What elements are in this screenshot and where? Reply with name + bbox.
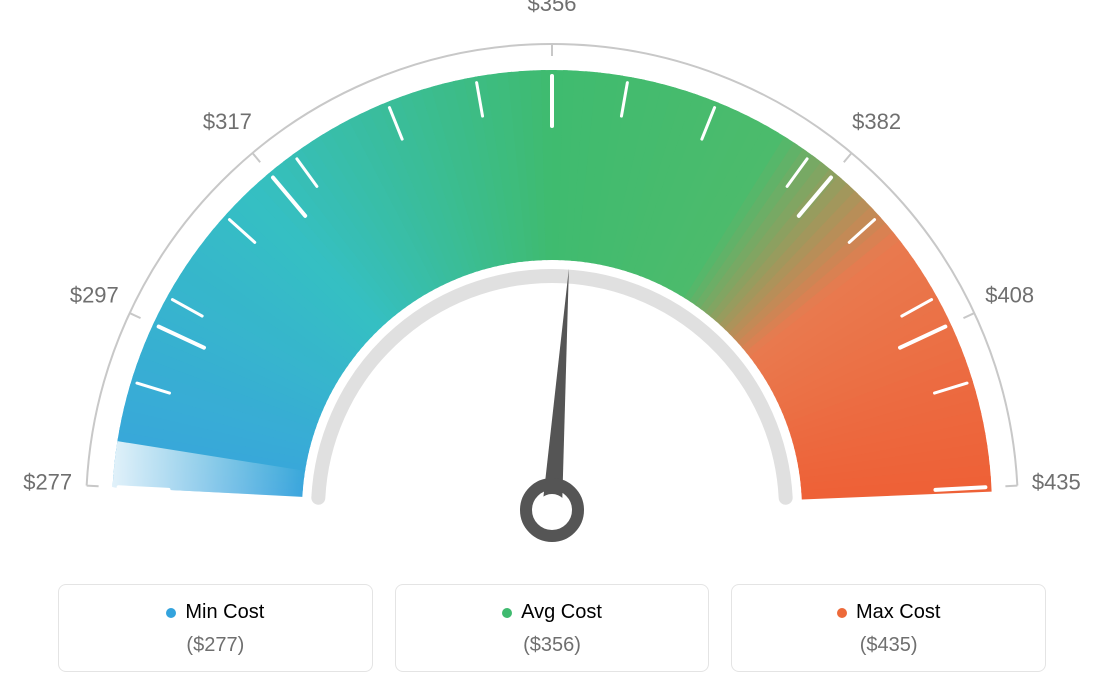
legend-title-avg: Avg Cost [502, 601, 602, 624]
gauge-svg: $277 $297 $317 $356 $382 $408 $435 [0, 0, 1104, 560]
tick-label: $435 [1032, 469, 1081, 494]
gauge-needle [542, 269, 569, 511]
gauge-chart: $277 $297 $317 $356 $382 $408 $435 [0, 0, 1104, 560]
legend-title-max: Max Cost [837, 601, 940, 624]
tick-label: $382 [852, 109, 901, 134]
legend-label: Min Cost [185, 601, 264, 624]
legend-row: Min Cost ($277) Avg Cost ($356) Max Cost… [58, 584, 1046, 672]
dot-icon [502, 608, 512, 618]
legend-card-min: Min Cost ($277) [58, 584, 373, 672]
legend-value: ($435) [742, 634, 1035, 657]
legend-value: ($356) [406, 634, 699, 657]
legend-title-min: Min Cost [166, 601, 264, 624]
tick-label: $317 [203, 109, 252, 134]
dot-icon [166, 608, 176, 618]
dot-icon [837, 608, 847, 618]
legend-label: Avg Cost [521, 601, 602, 624]
tick-label: $408 [985, 282, 1034, 307]
legend-card-max: Max Cost ($435) [731, 584, 1046, 672]
tick-label: $356 [528, 0, 577, 16]
legend-label: Max Cost [856, 601, 940, 624]
tick-label: $277 [23, 469, 72, 494]
tick-label: $297 [70, 282, 119, 307]
legend-value: ($277) [69, 634, 362, 657]
legend-card-avg: Avg Cost ($356) [395, 584, 710, 672]
